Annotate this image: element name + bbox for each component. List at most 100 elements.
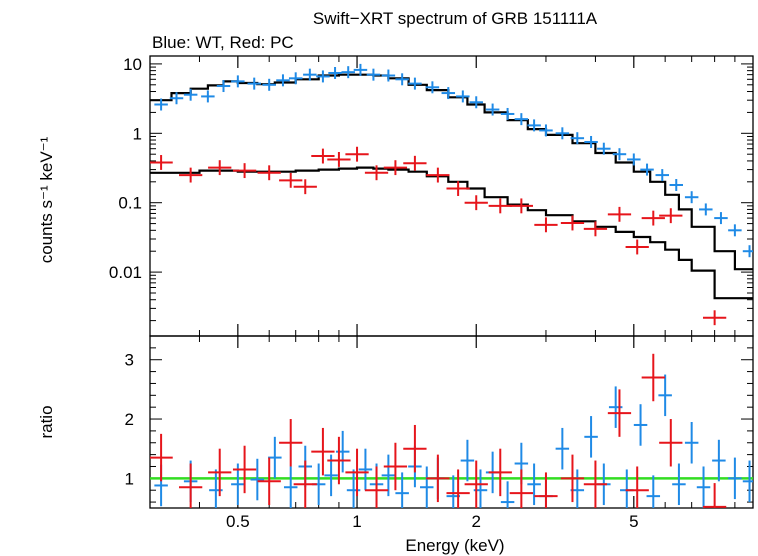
wt-data-point (485, 103, 500, 116)
wt-data-point (395, 73, 409, 86)
wt-data-point (584, 135, 598, 148)
y-tick-label: 2 (125, 410, 134, 429)
pc-data-point (426, 167, 450, 183)
wt-data-point (456, 90, 470, 103)
wt-data-point (303, 68, 317, 81)
wt-ratio-point (555, 427, 570, 470)
chart-title: Swift−XRT spectrum of GRB 151111A (313, 9, 598, 28)
wt-data-point (527, 119, 541, 132)
wt-data-point (408, 77, 422, 90)
y-tick-label: 1 (125, 469, 134, 488)
pc-ratio-point (583, 460, 608, 508)
wt-data-point (612, 148, 627, 161)
wt-ratio-point (250, 458, 265, 501)
spectrum-data (150, 63, 753, 326)
wt-data-point (231, 75, 245, 88)
pc-ratio-point (446, 469, 470, 508)
wt-data-point (328, 66, 342, 79)
pc-ratio-point (208, 448, 232, 497)
pc-data-point (293, 179, 317, 195)
spectrum-panel: 0.01 0.1 1 10 (109, 55, 754, 337)
pc-ratio-point (383, 442, 408, 491)
pc-ratio-point (702, 483, 727, 508)
pc-ratio-point (364, 466, 389, 508)
pc-data-point (232, 163, 257, 179)
wt-data-point (201, 90, 215, 103)
pc-ratio-point (232, 445, 257, 494)
pc-data-point (179, 167, 203, 183)
wt-ratio-point (460, 439, 475, 482)
wt-ratio-point (672, 463, 686, 506)
pc-data-point (659, 208, 683, 224)
wt-data-point (216, 80, 231, 93)
wt-data-point (742, 245, 753, 258)
pc-ratio-point (345, 448, 369, 497)
wt-data-point (539, 124, 553, 137)
pc-data-point (311, 148, 335, 164)
ratio-panel: 0.5 1 2 5 1 2 3 (125, 335, 754, 531)
wt-data-point (353, 63, 368, 76)
wt-ratio-point (620, 469, 634, 508)
model-line-pc (150, 166, 753, 300)
wt-ratio-point (728, 457, 742, 500)
pc-data-point (446, 181, 470, 196)
wt-data-point (500, 107, 515, 120)
pc-data-point (150, 155, 173, 170)
pc-data-point (583, 221, 608, 237)
wt-data-point (247, 77, 261, 90)
pc-data-point (488, 198, 512, 214)
pc-data-point (509, 198, 533, 214)
wt-ratio-point (358, 448, 373, 491)
wt-data-point (699, 203, 713, 216)
pc-data-point (560, 215, 585, 231)
pc-ratio-point (641, 353, 665, 402)
wt-ratio-point (633, 404, 648, 446)
wt-data-point (183, 88, 198, 101)
spectrum-y-axis-label: counts s⁻¹ keV⁻¹ (37, 136, 56, 263)
wt-data-point (669, 178, 683, 191)
wt-ratio-point (584, 416, 598, 458)
pc-ratio-point (179, 463, 203, 508)
pc-ratio-point (464, 460, 488, 508)
wt-ratio-point (420, 466, 434, 508)
wt-ratio-point (268, 436, 282, 479)
pc-data-point (464, 195, 488, 211)
pc-ratio-point (327, 436, 351, 485)
wt-ratio-point (381, 454, 396, 497)
ratio-data (150, 353, 753, 508)
pc-data-point (327, 152, 351, 167)
pc-data-point (702, 310, 727, 326)
pc-data-point (345, 146, 369, 162)
pc-ratio-point (607, 389, 632, 437)
x-tick-label: 0.5 (226, 512, 250, 531)
wt-data-point (514, 113, 529, 126)
pc-ratio-point (403, 424, 427, 473)
y-tick-label: 1 (133, 124, 142, 143)
wt-data-point (341, 66, 355, 79)
pc-ratio-point (426, 454, 450, 503)
wt-ratio-point (346, 469, 361, 508)
wt-data-point (366, 68, 381, 81)
y-tick-label: 0.01 (109, 263, 142, 282)
pc-ratio-point (257, 457, 281, 506)
pc-ratio-point (311, 427, 335, 476)
wt-data-point (262, 78, 276, 91)
x-axis-label: Energy (keV) (405, 536, 504, 555)
x-tick-label: 1 (352, 512, 361, 531)
wt-ratio-point (742, 460, 753, 503)
wt-data-point (288, 72, 303, 85)
wt-ratio-point (658, 374, 672, 417)
wt-ratio-point (527, 463, 541, 506)
wt-ratio-point (696, 466, 711, 508)
wt-ratio-point (684, 422, 699, 464)
pc-data-point (607, 206, 632, 222)
x-tick-label: 5 (629, 512, 638, 531)
wt-data-point (640, 163, 654, 176)
pc-ratio-point (488, 448, 512, 497)
pc-ratio-point (560, 454, 585, 503)
wt-data-point (169, 92, 184, 105)
wt-data-point (570, 132, 585, 145)
wt-data-point (381, 69, 396, 82)
wt-data-point (425, 81, 440, 94)
